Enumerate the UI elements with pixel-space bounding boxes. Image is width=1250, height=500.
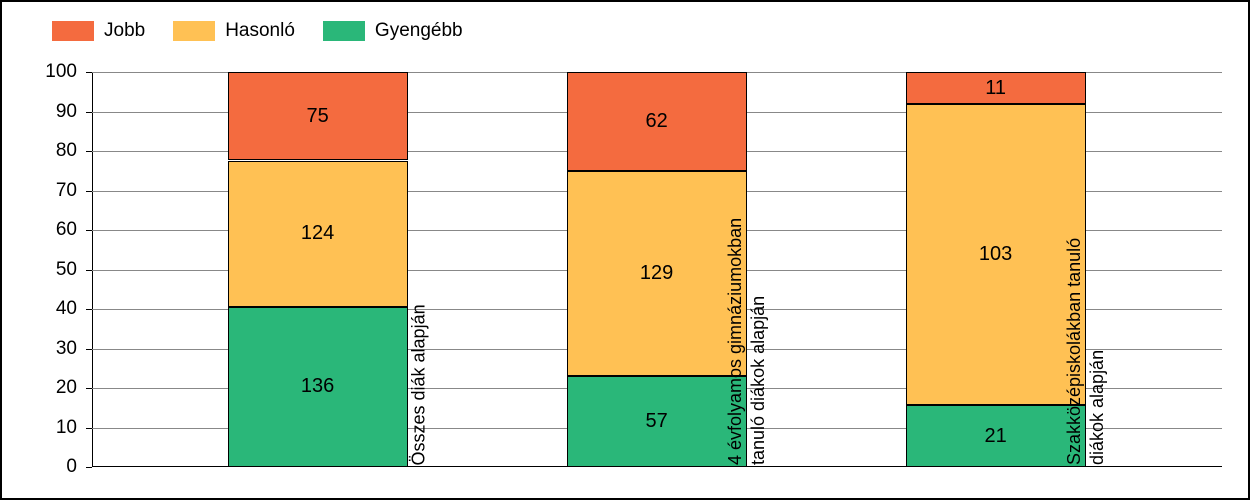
- legend-item-jobb: Jobb: [52, 20, 145, 42]
- y-tick: [86, 112, 92, 113]
- bar-group: 2110311Szakközépiskolákban tanuló diákok…: [906, 72, 1086, 467]
- y-tick: [86, 270, 92, 271]
- legend-item-hasonlo: Hasonló: [173, 20, 295, 42]
- legend-label-hasonlo: Hasonló: [225, 20, 295, 42]
- plot-area: 010203040506070809010013612475Összes diá…: [92, 72, 1222, 467]
- bar-group: 13612475Összes diák alapján: [228, 72, 408, 467]
- y-tick-label: 70: [37, 180, 77, 202]
- bar-segment-hasonló: 129: [567, 171, 747, 376]
- category-label: 4 évfolyamos gimnáziumokban tanuló diáko…: [724, 218, 769, 465]
- bar-segment-gyengébb: 21: [906, 405, 1086, 467]
- y-tick-label: 100: [37, 61, 77, 83]
- y-tick: [86, 191, 92, 192]
- category-label: Szakközépiskolákban tanuló diákok alapjá…: [1063, 238, 1108, 465]
- legend-label-jobb: Jobb: [104, 20, 145, 42]
- bar-segment-gyengébb: 57: [567, 376, 747, 467]
- bar-segment-jobb: 75: [228, 72, 408, 160]
- y-tick-label: 80: [37, 140, 77, 162]
- legend-swatch-gyengebb: [323, 21, 365, 41]
- legend-swatch-hasonlo: [173, 21, 215, 41]
- y-tick-label: 0: [37, 456, 77, 478]
- bar-segment-hasonló: 124: [228, 161, 408, 307]
- bar-segment-jobb: 11: [906, 72, 1086, 104]
- bar-segment-gyengébb: 136: [228, 307, 408, 467]
- y-tick-label: 10: [37, 417, 77, 439]
- y-tick-label: 60: [37, 219, 77, 241]
- y-tick-label: 20: [37, 377, 77, 399]
- y-tick: [86, 428, 92, 429]
- legend: Jobb Hasonló Gyengébb: [52, 20, 463, 42]
- y-tick-label: 40: [37, 298, 77, 320]
- y-tick: [86, 388, 92, 389]
- category-label: Összes diák alapján: [407, 304, 430, 465]
- y-tick: [86, 151, 92, 152]
- y-tick: [86, 467, 92, 468]
- chart-container: Jobb Hasonló Gyengébb 010203040506070809…: [0, 0, 1250, 500]
- y-tick-label: 50: [37, 259, 77, 281]
- legend-swatch-jobb: [52, 21, 94, 41]
- bar-group: 57129624 évfolyamos gimnáziumokban tanul…: [567, 72, 747, 467]
- legend-label-gyengebb: Gyengébb: [375, 20, 463, 42]
- y-tick-label: 30: [37, 338, 77, 360]
- y-tick: [86, 72, 92, 73]
- y-tick-label: 90: [37, 101, 77, 123]
- legend-item-gyengebb: Gyengébb: [323, 20, 463, 42]
- y-tick: [86, 230, 92, 231]
- bar-segment-jobb: 62: [567, 72, 747, 171]
- y-tick: [86, 309, 92, 310]
- bar-segment-hasonló: 103: [906, 104, 1086, 405]
- y-tick: [86, 349, 92, 350]
